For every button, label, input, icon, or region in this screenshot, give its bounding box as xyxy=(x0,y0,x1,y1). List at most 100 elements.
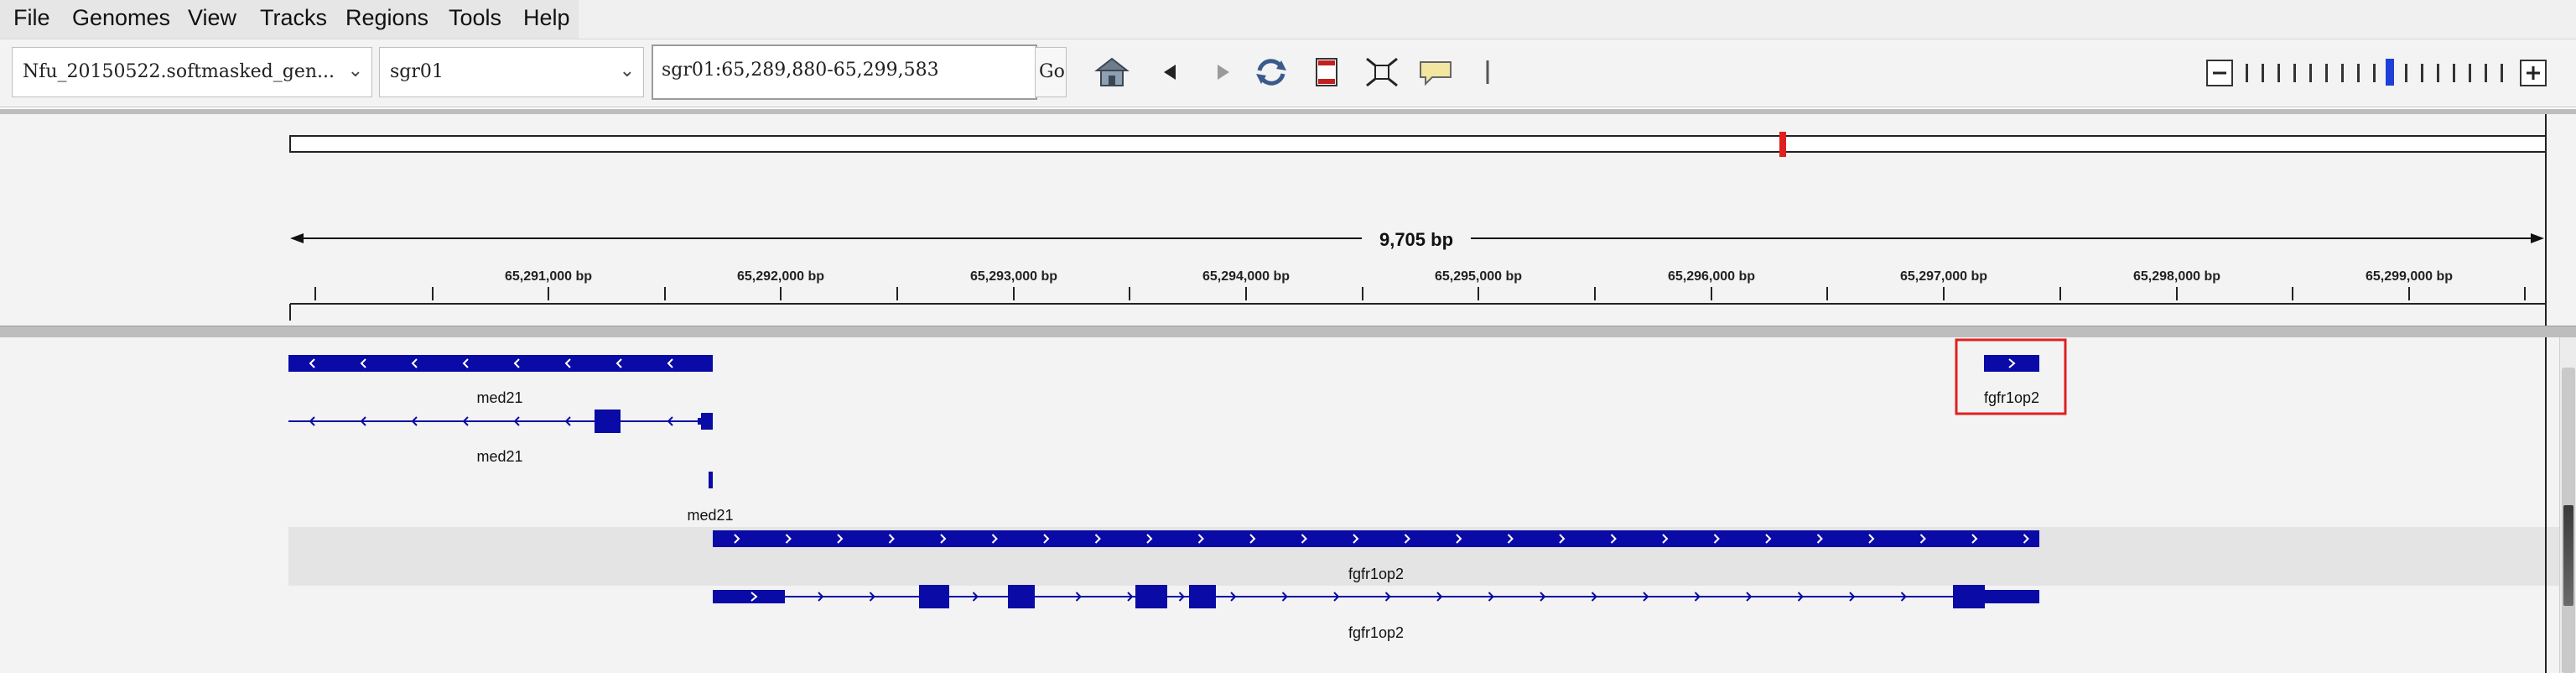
strand-arrow xyxy=(1849,592,1856,602)
strand-arrow xyxy=(972,592,979,602)
go-button[interactable]: Go xyxy=(1035,47,1067,97)
ruler-tick-label: 65,295,000 bp xyxy=(1435,269,1522,284)
menu-tracks[interactable]: Tracks xyxy=(260,5,327,30)
strand-arrows xyxy=(734,534,2029,544)
menu-file[interactable]: File xyxy=(13,5,50,30)
strand-arrow xyxy=(888,534,895,544)
back-icon[interactable] xyxy=(1152,55,1189,89)
ruler-ticks xyxy=(314,287,2526,300)
utr xyxy=(1982,590,2039,603)
strand-arrow xyxy=(991,534,998,544)
locus-box[interactable] xyxy=(652,44,1037,100)
zoom-tick[interactable] xyxy=(2246,64,2248,82)
strand-arrow xyxy=(750,592,758,602)
zoom-tick[interactable] xyxy=(2437,64,2439,82)
zoom-tick[interactable] xyxy=(2309,64,2312,82)
feature-fgfr1op2-bar[interactable] xyxy=(713,530,2039,547)
strand-arrow xyxy=(1919,534,1926,544)
resize-icon[interactable] xyxy=(1363,55,1400,89)
exon xyxy=(698,418,703,425)
popup-info-icon[interactable] xyxy=(1417,55,1454,89)
chromosome-ideogram[interactable] xyxy=(289,135,2547,153)
strand-arrow xyxy=(1746,592,1753,602)
zoom-out-button[interactable] xyxy=(2206,60,2233,86)
zoom-tick[interactable] xyxy=(2405,64,2407,82)
strand-arrow xyxy=(1094,534,1101,544)
chromosome-position-marker xyxy=(1779,132,1786,157)
exon xyxy=(701,413,713,430)
strand-arrow xyxy=(734,534,740,544)
menu-view[interactable]: View xyxy=(188,5,237,30)
exon xyxy=(1008,585,1035,608)
span-label-bg xyxy=(1362,227,1471,250)
feature-fgfr1op2-small[interactable] xyxy=(1984,355,2039,372)
feature-label-med21: med21 xyxy=(476,448,522,465)
strand-arrow xyxy=(411,416,418,426)
exon xyxy=(1953,585,1985,608)
strand-arrow xyxy=(564,358,571,368)
strand-arrow xyxy=(513,416,520,426)
zoom-in-button[interactable] xyxy=(2520,60,2547,86)
vertical-scrollbar[interactable] xyxy=(2559,337,2576,673)
zoom-tick[interactable] xyxy=(2325,64,2328,82)
strand-arrow xyxy=(2008,358,2016,368)
zoom-tick[interactable] xyxy=(2485,64,2487,82)
menu-tools[interactable]: Tools xyxy=(449,5,502,30)
genome-select[interactable]: Nfu_20150522.softmasked_gen... ⌄ xyxy=(12,47,372,97)
roi-icon[interactable] xyxy=(1308,55,1345,89)
attribute-panel xyxy=(280,114,288,326)
zoom-widget[interactable] xyxy=(2205,55,2549,89)
zoom-tick[interactable] xyxy=(2469,64,2471,82)
chromosome-select[interactable]: sgr01 ⌄ xyxy=(379,47,644,97)
genome-select-value: Nfu_20150522.softmasked_gen... xyxy=(23,61,335,82)
strand-arrow xyxy=(1540,592,1546,602)
zoom-tick[interactable] xyxy=(2357,64,2360,82)
strand-arrow xyxy=(462,416,469,426)
strand-arrow xyxy=(1127,592,1134,602)
strand-arrow xyxy=(1353,534,1359,544)
strand-arrow xyxy=(1384,592,1391,602)
scrollbar-meter xyxy=(2563,505,2573,606)
zoom-slider[interactable] xyxy=(2246,59,2503,86)
strand-arrow xyxy=(2023,534,2029,544)
home-icon[interactable] xyxy=(1093,55,1130,89)
zoom-tick[interactable] xyxy=(2453,64,2455,82)
menu-help[interactable]: Help xyxy=(523,5,570,30)
toolbar-separator xyxy=(0,109,2576,114)
menu-regions[interactable]: Regions xyxy=(345,5,429,30)
menu-bar: File Genomes View Tracks Regions Tools H… xyxy=(0,0,2576,39)
strand-arrow xyxy=(1043,534,1050,544)
exon xyxy=(1189,585,1216,608)
strand-arrow xyxy=(1488,592,1494,602)
feature-med21-small[interactable] xyxy=(709,472,713,488)
zoom-tick[interactable] xyxy=(2277,64,2280,82)
zoom-tick[interactable] xyxy=(2262,64,2264,82)
ruler-tick-label: 65,299,000 bp xyxy=(2366,269,2453,284)
chevron-down-icon: ⌄ xyxy=(619,60,635,81)
strand-arrow xyxy=(462,358,469,368)
track-name-panel xyxy=(0,337,281,673)
forward-icon[interactable] xyxy=(1204,55,1241,89)
strand-arrow xyxy=(1507,534,1514,544)
refresh-icon[interactable] xyxy=(1253,55,1290,89)
ruler-svg: 9,705 bp 65,291,000 bp 65,292,000 bp 65,… xyxy=(289,114,2547,326)
zoom-tick[interactable] xyxy=(2501,64,2503,82)
divider-icon xyxy=(1486,60,1489,84)
strand-arrow xyxy=(360,416,366,426)
zoom-tick[interactable] xyxy=(2341,64,2344,82)
feature-label-fgfr1op2: fgfr1op2 xyxy=(1984,389,2039,406)
menu-genomes[interactable]: Genomes xyxy=(72,5,171,30)
strand-arrow xyxy=(1662,534,1669,544)
chevron-down-icon: ⌄ xyxy=(347,60,363,81)
strand-arrow xyxy=(1971,534,1978,544)
zoom-tick[interactable] xyxy=(2293,64,2296,82)
strand-arrow xyxy=(1643,592,1649,602)
strand-arrow xyxy=(1610,534,1617,544)
strand-arrow xyxy=(411,358,418,368)
feature-med21-bar[interactable] xyxy=(288,355,713,372)
zoom-tick[interactable] xyxy=(2373,64,2376,82)
locus-input[interactable] xyxy=(662,60,1031,81)
zoom-tick[interactable] xyxy=(2421,64,2423,82)
exon xyxy=(919,585,949,608)
zoom-level-indicator[interactable] xyxy=(2386,59,2394,86)
